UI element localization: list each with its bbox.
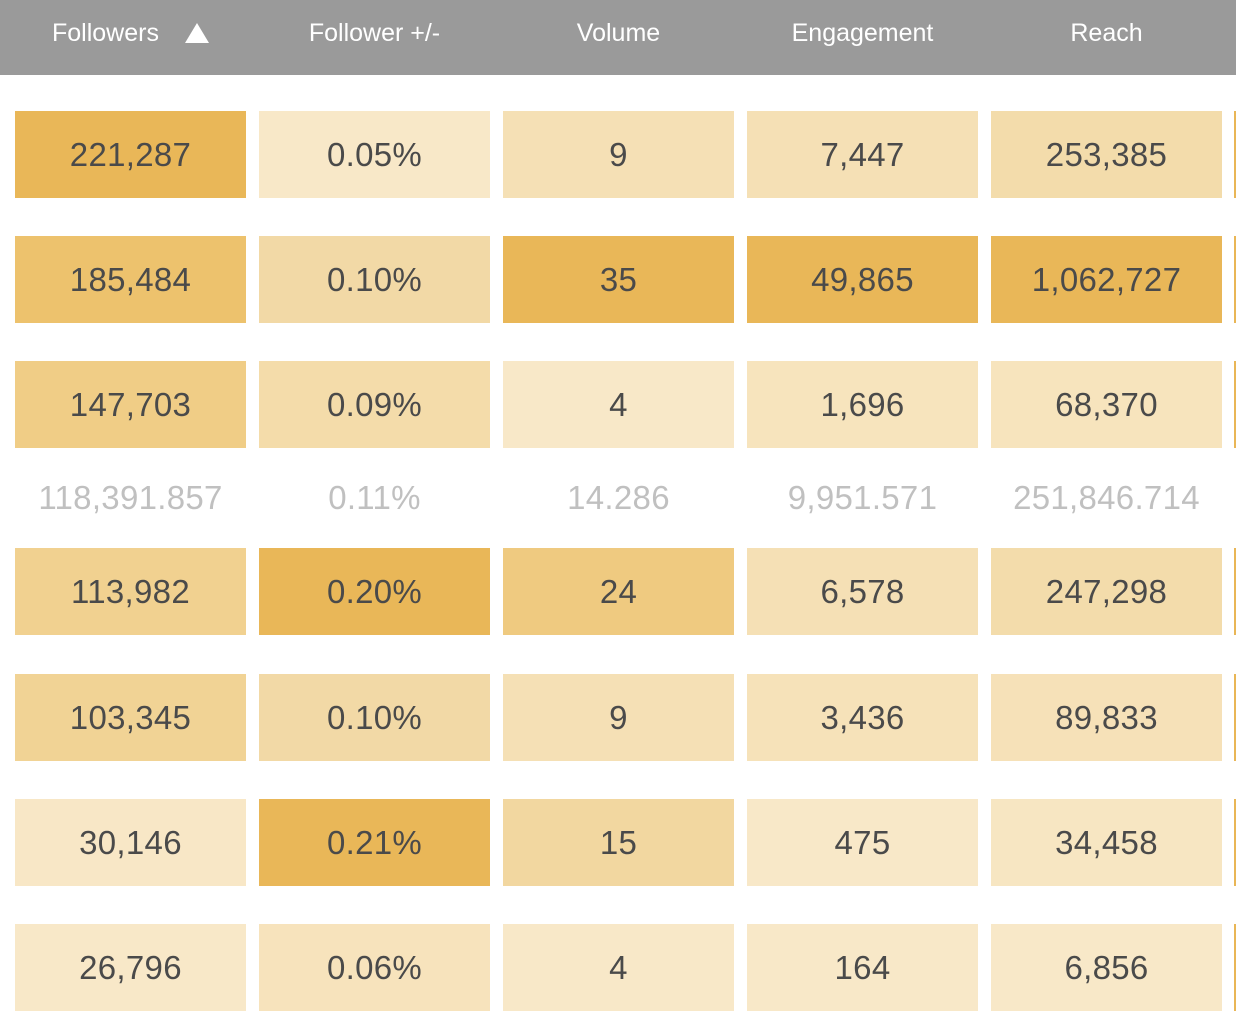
table-cell-reach: 68,370 — [991, 361, 1222, 448]
table-cell-follower-change: 0.20% — [259, 548, 490, 635]
column-label: Reach — [1070, 18, 1143, 47]
column-header-engagement[interactable]: Engagement — [747, 0, 978, 66]
table-cell-engagement: 49,865 — [747, 236, 978, 323]
table-cell-engagement: 3,436 — [747, 674, 978, 761]
table-cell-volume: 4 — [503, 924, 734, 1011]
table-cell-followers: 221,287 — [15, 111, 246, 198]
next-column-edge — [1234, 361, 1236, 448]
table-cell-follower-change: 0.10% — [259, 236, 490, 323]
column-header-volume[interactable]: Volume — [503, 0, 734, 66]
table-cell-followers: 113,982 — [15, 548, 246, 635]
table-cell-reach: 247,298 — [991, 548, 1222, 635]
table-header: Followers Follower +/- Volume Engagement… — [0, 0, 1236, 75]
column-label: Volume — [576, 18, 661, 47]
average-value-follower-change: 0.11% — [328, 479, 421, 516]
table-cell-reach: 89,833 — [991, 674, 1222, 761]
column-header-reach[interactable]: Reach — [991, 0, 1222, 66]
table-cell-followers: 103,345 — [15, 674, 246, 761]
average-value-engagement: 9,951.571 — [787, 479, 938, 516]
average-value-reach: 251,846.714 — [1013, 479, 1200, 516]
table-cell-follower-change: 0.06% — [259, 924, 490, 1011]
table-cell-followers: 30,146 — [15, 799, 246, 886]
table-cell-reach: 6,856 — [991, 924, 1222, 1011]
next-column-edge — [1234, 236, 1236, 323]
table-cell-follower-change: 0.10% — [259, 674, 490, 761]
next-column-edge — [1234, 674, 1236, 761]
table-cell-volume: 24 — [503, 548, 734, 635]
sort-ascending-icon[interactable] — [184, 23, 209, 43]
table-cell-followers: 26,796 — [15, 924, 246, 1011]
next-column-edge — [1234, 799, 1236, 886]
table-cell-reach: 1,062,727 — [991, 236, 1222, 323]
table-cell-engagement: 164 — [747, 924, 978, 1011]
table-cell-reach: 253,385 — [991, 111, 1222, 198]
average-value-followers: 118,391.857 — [38, 479, 223, 516]
table-cell-follower-change: 0.09% — [259, 361, 490, 448]
average-value-volume: 14.286 — [567, 479, 670, 516]
table-cell-volume: 4 — [503, 361, 734, 448]
column-label: Engagement — [791, 18, 934, 47]
next-column-edge — [1234, 111, 1236, 198]
table-cell-follower-change: 0.05% — [259, 111, 490, 198]
table-cell-follower-change: 0.21% — [259, 799, 490, 886]
next-column-edge — [1234, 548, 1236, 635]
table-cell-engagement: 6,578 — [747, 548, 978, 635]
table-cell-reach: 34,458 — [991, 799, 1222, 886]
table-cell-engagement: 7,447 — [747, 111, 978, 198]
table-cell-volume: 9 — [503, 111, 734, 198]
column-label: Followers — [52, 18, 159, 47]
table-cell-volume: 9 — [503, 674, 734, 761]
column-header-follower-change[interactable]: Follower +/- — [259, 0, 490, 66]
table-cell-followers: 185,484 — [15, 236, 246, 323]
column-label: Follower +/- — [308, 18, 441, 47]
table-cell-engagement: 1,696 — [747, 361, 978, 448]
table-cell-followers: 147,703 — [15, 361, 246, 448]
table-cell-volume: 15 — [503, 799, 734, 886]
table-cell-engagement: 475 — [747, 799, 978, 886]
column-header-followers[interactable]: Followers — [15, 0, 246, 66]
next-column-edge — [1234, 924, 1236, 1011]
table-cell-volume: 35 — [503, 236, 734, 323]
